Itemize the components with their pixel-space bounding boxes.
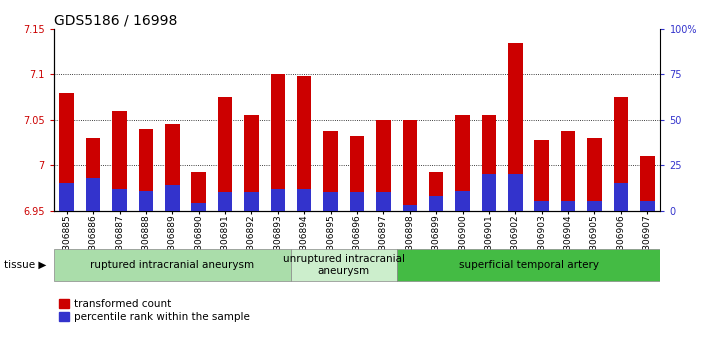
- Bar: [429, 171, 443, 211]
- Bar: [508, 174, 523, 211]
- Bar: [350, 192, 364, 211]
- Bar: [456, 115, 470, 211]
- Bar: [640, 156, 655, 211]
- Bar: [323, 131, 338, 211]
- Bar: [535, 201, 549, 211]
- Bar: [403, 120, 417, 211]
- Bar: [244, 115, 258, 211]
- Bar: [560, 201, 575, 211]
- Bar: [429, 196, 443, 211]
- Bar: [587, 201, 602, 211]
- Bar: [403, 205, 417, 211]
- Bar: [271, 189, 285, 211]
- Text: GDS5186 / 16998: GDS5186 / 16998: [54, 14, 177, 28]
- Text: tissue ▶: tissue ▶: [4, 260, 46, 270]
- Bar: [613, 183, 628, 211]
- Bar: [112, 189, 127, 211]
- FancyBboxPatch shape: [54, 249, 291, 281]
- Bar: [376, 192, 391, 211]
- Bar: [323, 192, 338, 211]
- Bar: [508, 43, 523, 211]
- Bar: [482, 115, 496, 211]
- Bar: [139, 129, 154, 211]
- Bar: [613, 97, 628, 211]
- Legend: transformed count, percentile rank within the sample: transformed count, percentile rank withi…: [59, 299, 251, 322]
- Bar: [297, 189, 311, 211]
- Bar: [165, 185, 179, 211]
- FancyBboxPatch shape: [396, 249, 660, 281]
- Bar: [271, 74, 285, 211]
- FancyBboxPatch shape: [291, 249, 396, 281]
- Bar: [350, 136, 364, 211]
- Bar: [191, 203, 206, 211]
- Bar: [535, 140, 549, 211]
- Bar: [59, 183, 74, 211]
- Bar: [560, 131, 575, 211]
- Bar: [244, 192, 258, 211]
- Bar: [165, 125, 179, 211]
- Bar: [191, 171, 206, 211]
- Bar: [59, 93, 74, 211]
- Bar: [376, 120, 391, 211]
- Text: superficial temporal artery: superficial temporal artery: [458, 260, 598, 270]
- Bar: [640, 201, 655, 211]
- Bar: [86, 138, 101, 211]
- Text: ruptured intracranial aneurysm: ruptured intracranial aneurysm: [90, 260, 254, 270]
- Bar: [587, 138, 602, 211]
- Bar: [218, 97, 232, 211]
- Bar: [112, 111, 127, 211]
- Bar: [297, 76, 311, 211]
- Bar: [482, 174, 496, 211]
- Bar: [139, 191, 154, 211]
- Text: unruptured intracranial
aneurysm: unruptured intracranial aneurysm: [283, 254, 405, 276]
- Bar: [456, 191, 470, 211]
- Bar: [218, 192, 232, 211]
- Bar: [86, 178, 101, 211]
